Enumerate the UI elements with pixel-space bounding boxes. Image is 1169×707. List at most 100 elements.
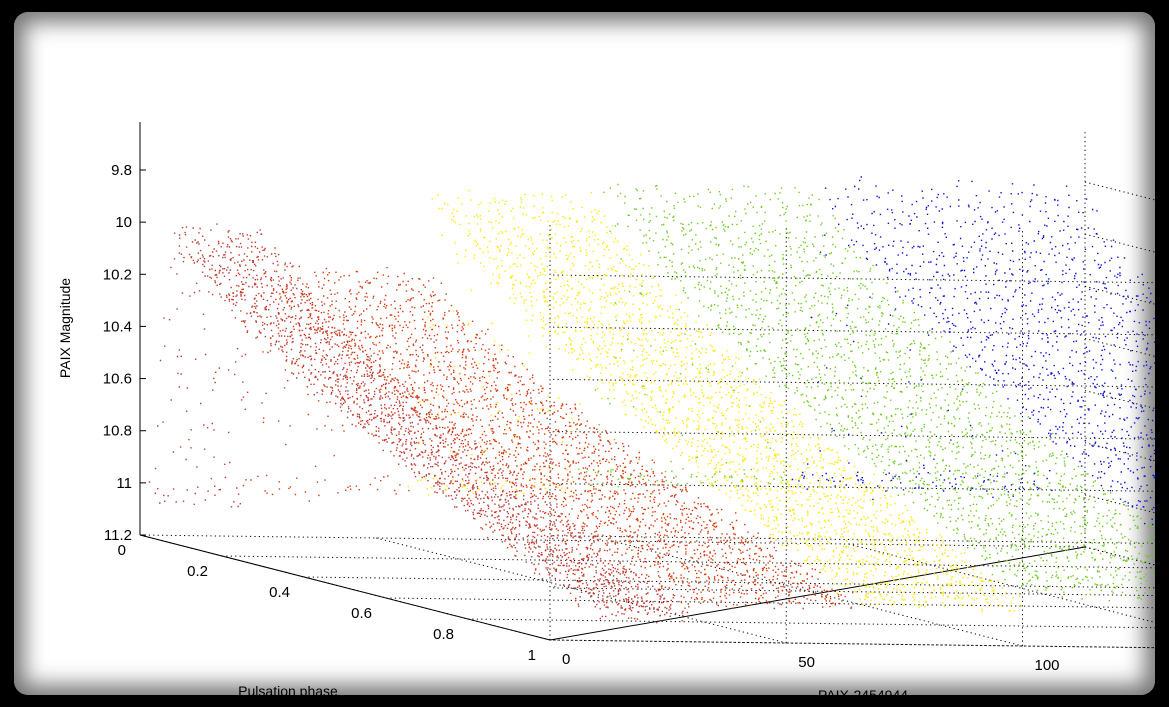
x-tick-label-4: 0.8 (433, 626, 454, 643)
y-tick-label-2: 100 (1035, 657, 1060, 674)
series-0-strand-28 (219, 233, 671, 611)
grid-line-z-2 (549, 285, 1155, 388)
z-tick-label-1: 10 (115, 214, 132, 231)
series-3-strand-24 (714, 186, 1155, 595)
series-1-strand-28 (369, 266, 827, 601)
floor-grid-y-1 (376, 537, 787, 644)
series-3-strand-31 (743, 192, 1150, 558)
points-layer (148, 176, 1155, 624)
grid-line-z-1 (549, 233, 1155, 336)
series-3-strand-11 (629, 200, 1091, 591)
series-0-strand-1 (154, 232, 601, 610)
series-4-strand-3 (812, 188, 1155, 510)
series-1-strand-36 (399, 277, 852, 610)
series-4-strand-16 (894, 200, 1155, 484)
series-3-strand-17 (675, 188, 1124, 594)
series-2-strand-28 (534, 196, 989, 604)
series-2-strand-11 (462, 202, 905, 606)
z-tick-label-4: 10.6 (103, 371, 132, 388)
series-0-strand-17 (194, 223, 640, 613)
series-1-strand-22 (341, 281, 795, 603)
series-4-strand-28 (982, 193, 1152, 492)
series-3-strand-22 (702, 198, 1151, 590)
series-4-strand-27 (976, 183, 1155, 498)
series-0-strand-15 (188, 242, 639, 620)
series-0-strand-2 (157, 226, 605, 618)
figure-panel: 9.8 10 10.2 10.4 10.6 10.8 11 11.2 0 0.2 0.4 0.6 0.8… (14, 12, 1155, 695)
series-4-strand-21 (940, 195, 1146, 492)
series-4-strand-19 (915, 199, 1149, 488)
series-1-strand-29 (374, 283, 824, 608)
series-0-strand-13 (182, 227, 634, 611)
series-3-strand-37 (782, 194, 1154, 534)
series-3-strand-16 (670, 195, 1109, 592)
series-4-strand-5 (821, 176, 1148, 489)
series-0 (148, 223, 690, 624)
series-3-strand-20 (690, 200, 1142, 600)
series-4-strand-8 (845, 196, 1154, 486)
floor-grid-x-4 (467, 618, 1155, 629)
z-tick-label-6: 11 (116, 475, 132, 492)
series-2 (407, 189, 1023, 613)
series-3-strand-36 (783, 203, 1155, 538)
series-3-strand-26 (714, 201, 1148, 582)
series-3-strand-15 (664, 193, 1113, 593)
grid-line-z-7 (549, 546, 1155, 649)
series-2-strand-34 (561, 219, 1016, 612)
series-1-strand-23 (347, 280, 797, 603)
series-0-strand-19 (193, 242, 646, 611)
series-2-strand-18 (490, 200, 946, 608)
series-2-strand-35 (566, 192, 1011, 612)
x-tick-label-5: 1 (528, 647, 536, 664)
series-2-strand-0 (417, 198, 868, 606)
y-tick-label-1: 50 (798, 654, 815, 671)
series-3-strand-8 (617, 188, 1076, 589)
series-1-strand-24 (349, 277, 804, 610)
series-4-strand-18 (918, 193, 1153, 489)
series-0-strand-11 (185, 239, 632, 610)
x-axis-label: Pulsation phase (238, 683, 338, 695)
x-tick-label-3: 0.6 (351, 605, 372, 622)
series-4-strand-25 (955, 190, 1145, 491)
series-1-strand-18 (318, 276, 781, 605)
series-1-strand-6 (265, 279, 718, 605)
series-2-strand-7 (445, 203, 888, 599)
series-2-strand-4 (426, 204, 886, 601)
series-1-strand-1 (242, 270, 698, 595)
floor-grid-x-1 (221, 555, 1155, 569)
series-3-strand-5 (610, 190, 1063, 598)
series-2-strand-25 (515, 195, 965, 606)
series-1-strand-34 (392, 284, 840, 606)
series-4-strand-6 (833, 179, 1142, 488)
series-1-strand-10 (289, 275, 738, 606)
series-0-strand-37 (239, 233, 684, 617)
x-tick-label-1: 0.2 (187, 563, 208, 580)
series-2-strand-1 (407, 193, 872, 602)
x-tick-label-0: 0 (118, 542, 126, 559)
z-tick-label-5: 10.8 (103, 423, 132, 440)
series-3-strand-18 (679, 191, 1123, 587)
series-3-strand-14 (648, 195, 1110, 602)
series-2-strand-10 (452, 210, 899, 602)
series-2-strand-3 (420, 203, 871, 606)
series-0-strand-35 (230, 246, 689, 619)
series-3-strand-28 (731, 195, 1149, 563)
series-1-strand-2 (245, 280, 711, 601)
series-3-strand-1 (578, 187, 1031, 585)
z-tick-label-3: 10.4 (103, 318, 132, 335)
series-2-strand-32 (557, 208, 1010, 612)
series-1-strand-9 (278, 265, 734, 609)
y-tick-label-0: 0 (562, 651, 570, 668)
x-axis-line (139, 534, 551, 641)
series-4-strand-36 (1036, 185, 1152, 489)
series-2-strand-36 (570, 209, 1023, 607)
series-4-strand-20 (927, 180, 1154, 484)
series-2-strand-9 (446, 199, 906, 603)
series-0-strand-29 (218, 235, 677, 615)
z-tick-label-2: 10.2 (103, 266, 132, 283)
series-4-strand-2 (802, 196, 1153, 520)
series-3 (571, 183, 1155, 602)
z-tick-label-0: 9.8 (111, 162, 132, 179)
series-1-strand-13 (296, 272, 752, 606)
